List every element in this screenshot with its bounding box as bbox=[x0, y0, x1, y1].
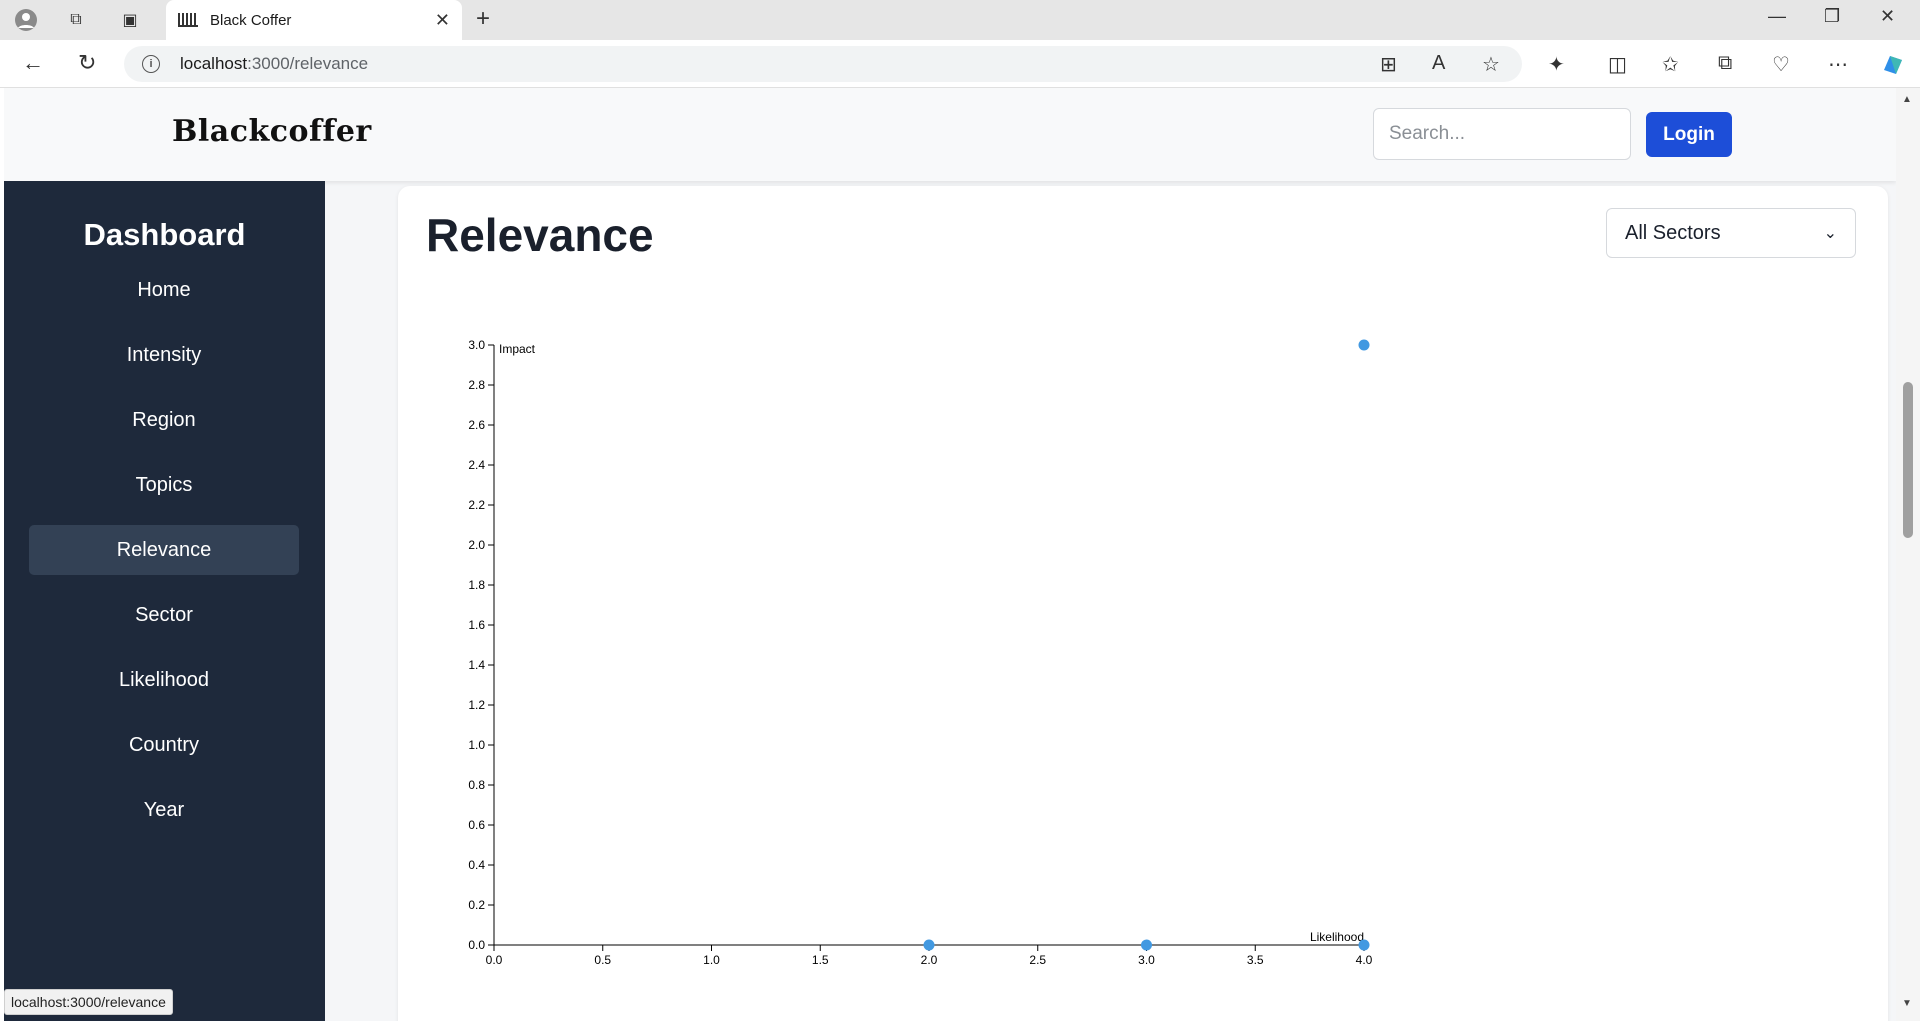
scroll-thumb[interactable] bbox=[1903, 382, 1913, 538]
x-tick-label: 3.5 bbox=[1247, 953, 1264, 967]
content-card: Relevance All Sectors ⌄ 0.0 0.5 1.0 1.5 2.0 2… bbox=[398, 186, 1888, 1021]
sidebar-item-intensity[interactable]: Intensity bbox=[126, 343, 202, 366]
x-tick-label: 3.0 bbox=[1138, 953, 1155, 967]
reload-icon[interactable]: ↻ bbox=[78, 50, 97, 75]
y-tick-label: 1.0 bbox=[468, 738, 485, 752]
sidebar: Dashboard Home Intensity Region Topics R… bbox=[4, 181, 325, 1021]
search-input[interactable] bbox=[1373, 108, 1631, 160]
login-button[interactable]: Login bbox=[1646, 112, 1732, 157]
browser-nav-bar: ← ↻ i localhost:3000/relevance ⊞ A ☆ ✦ ◫… bbox=[0, 40, 1920, 88]
minimize-icon[interactable]: — bbox=[1768, 6, 1786, 26]
y-tick-label: 0.4 bbox=[468, 858, 485, 872]
x-tick-label: 2.5 bbox=[1029, 953, 1046, 967]
profile-icon[interactable] bbox=[12, 6, 40, 34]
sector-select[interactable]: All Sectors ⌄ bbox=[1606, 208, 1856, 258]
sidebar-item-topics[interactable]: Topics bbox=[135, 473, 193, 496]
browser-tab-active[interactable]: Black Coffer ✕ bbox=[166, 0, 462, 40]
y-tick-label: 0.2 bbox=[468, 898, 485, 912]
page-scrollbar[interactable]: ▲ ▼ bbox=[1896, 88, 1920, 1021]
status-url-tooltip: localhost:3000/relevance bbox=[4, 989, 173, 1015]
sidebar-item-home[interactable]: Home bbox=[137, 278, 191, 301]
collections-icon[interactable]: ⧉ bbox=[1718, 52, 1733, 74]
more-menu-icon[interactable]: ⋯ bbox=[1828, 54, 1848, 76]
browser-essentials-icon[interactable]: ♡ bbox=[1772, 54, 1790, 76]
y-tick-label: 0.0 bbox=[468, 938, 485, 952]
url-host: localhost bbox=[180, 54, 248, 73]
back-icon[interactable]: ← bbox=[22, 50, 44, 75]
x-tick-label: 4.0 bbox=[1356, 953, 1373, 967]
sidebar-item-relevance[interactable]: Relevance bbox=[29, 525, 299, 575]
workspaces-icon[interactable]: ⧉ bbox=[70, 11, 82, 28]
close-tab-icon[interactable]: ✕ bbox=[434, 9, 450, 30]
tab-title: Black Coffer bbox=[210, 11, 292, 29]
scatter-point bbox=[1358, 939, 1370, 951]
page-title: Relevance bbox=[426, 209, 654, 261]
split-screen-icon[interactable]: ◫ bbox=[1608, 54, 1627, 76]
site-header: Blackcoffer Login bbox=[4, 88, 1896, 181]
site-favicon-icon bbox=[178, 13, 198, 27]
x-tick-label: 2.0 bbox=[921, 953, 938, 967]
x-tick-label: 0.0 bbox=[486, 953, 503, 967]
address-bar[interactable]: i localhost:3000/relevance bbox=[124, 46, 1522, 82]
chevron-down-icon: ⌄ bbox=[1823, 225, 1837, 242]
scroll-down-icon[interactable]: ▼ bbox=[1902, 998, 1912, 1009]
sidebar-item-country[interactable]: Country bbox=[128, 733, 200, 756]
app-available-icon[interactable]: ⊞ bbox=[1380, 54, 1397, 76]
y-tick-label: 2.0 bbox=[468, 538, 485, 552]
restore-icon[interactable]: ❐ bbox=[1824, 6, 1841, 26]
tab-actions-icon[interactable]: ▣ bbox=[122, 12, 138, 29]
y-tick-label: 1.2 bbox=[468, 698, 485, 712]
x-axis-label: Likelihood bbox=[1310, 930, 1364, 944]
y-axis-label: Impact bbox=[499, 342, 536, 356]
x-tick-label: 1.5 bbox=[812, 953, 829, 967]
extensions-icon[interactable]: ✦ bbox=[1548, 54, 1565, 76]
scatter-point bbox=[1358, 339, 1370, 351]
y-tick-label: 2.4 bbox=[468, 458, 485, 472]
y-tick-label: 1.6 bbox=[468, 618, 485, 632]
url-path: :3000/relevance bbox=[247, 54, 369, 73]
read-aloud-icon[interactable]: A bbox=[1432, 52, 1446, 74]
favorite-star-icon[interactable]: ☆ bbox=[1482, 54, 1500, 76]
web-page: Blackcoffer Login Dashboard Home Intensi… bbox=[4, 88, 1896, 1021]
y-tick-label: 1.8 bbox=[468, 578, 485, 592]
favorites-icon[interactable]: ✩ bbox=[1662, 54, 1679, 76]
scatter-point bbox=[923, 939, 935, 951]
sidebar-item-sector[interactable]: Sector bbox=[135, 603, 193, 626]
scatter-chart: 0.0 0.5 1.0 1.5 2.0 2.5 3.0 3.5 4.0 0.0 0.2 0.4 0.6 0… bbox=[468, 338, 1373, 967]
y-tick-label: 2.6 bbox=[468, 418, 485, 432]
browser-tab-bar: ⧉ ▣ Black Coffer ✕ + — ❐ ✕ bbox=[0, 0, 1920, 40]
y-tick-label: 0.6 bbox=[468, 818, 485, 832]
new-tab-icon[interactable]: + bbox=[476, 5, 491, 32]
scroll-up-icon[interactable]: ▲ bbox=[1902, 94, 1912, 105]
sector-select-value: All Sectors bbox=[1625, 221, 1721, 244]
y-tick-label: 2.8 bbox=[468, 378, 485, 392]
sidebar-item-likelihood[interactable]: Likelihood bbox=[118, 668, 210, 691]
sidebar-item-region[interactable]: Region bbox=[132, 408, 196, 431]
site-info-icon[interactable]: i bbox=[142, 55, 160, 73]
copilot-icon[interactable] bbox=[1880, 52, 1906, 84]
sidebar-title: Dashboard bbox=[83, 217, 246, 252]
y-tick-label: 0.8 bbox=[468, 778, 485, 792]
x-tick-label: 1.0 bbox=[703, 953, 720, 967]
x-tick-label: 0.5 bbox=[594, 953, 611, 967]
y-tick-label: 1.4 bbox=[468, 658, 485, 672]
site-logo[interactable]: Blackcoffer bbox=[172, 114, 372, 149]
close-window-icon[interactable]: ✕ bbox=[1880, 6, 1896, 26]
y-tick-label: 2.2 bbox=[468, 498, 485, 512]
y-tick-label: 3.0 bbox=[468, 338, 485, 352]
sidebar-item-year[interactable]: Year bbox=[143, 798, 185, 821]
scatter-point bbox=[1141, 939, 1152, 951]
